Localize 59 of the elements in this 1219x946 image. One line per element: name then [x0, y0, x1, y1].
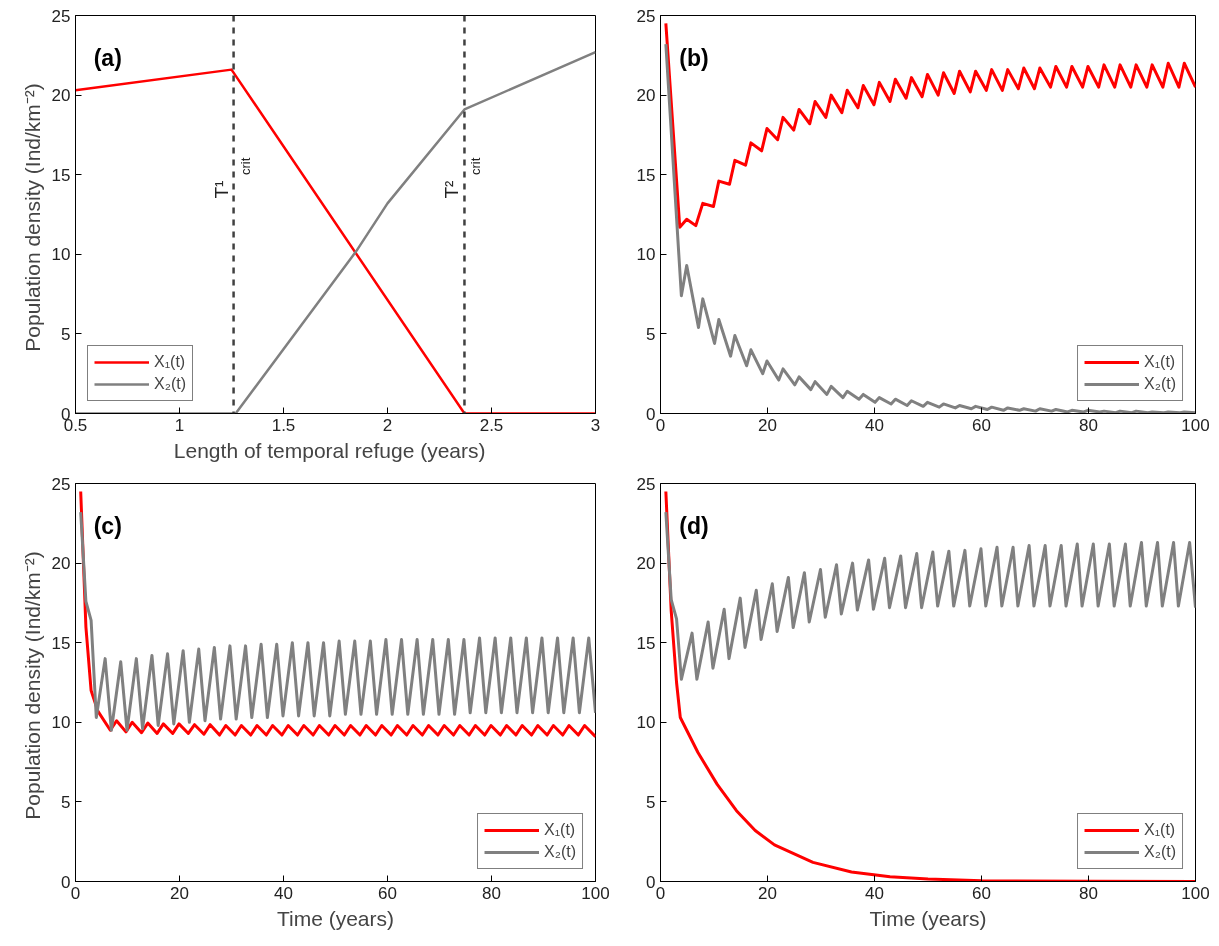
- x-tick-label: 80: [1079, 883, 1098, 903]
- y-tick-label: 20: [636, 86, 656, 106]
- x-tick-label: 2.5: [479, 415, 504, 435]
- y-tick-label: 5: [646, 324, 656, 344]
- x-tick-label: 60: [972, 415, 991, 435]
- legend-label: X₂(t): [154, 375, 186, 393]
- y-tick-label: 25: [51, 474, 71, 494]
- y-tick-label: 15: [51, 633, 71, 653]
- x-tick-label: 100: [581, 883, 610, 903]
- y-tick-label: 25: [636, 474, 656, 494]
- ref-line-label: T¹crit: [210, 157, 253, 199]
- x-tick-label: 3: [590, 415, 601, 435]
- x-tick-label: 20: [758, 883, 777, 903]
- y-tick-label: 25: [51, 6, 71, 26]
- x-tick-label: 20: [758, 415, 777, 435]
- legend-label: X₁(t): [1144, 353, 1176, 371]
- y-tick-label: 5: [646, 792, 656, 812]
- y-tick-label: 20: [51, 86, 71, 106]
- y-tick-label: 10: [636, 245, 656, 265]
- y-tick-label: 25: [636, 6, 656, 26]
- annotation: (b): [679, 45, 709, 72]
- annotation: (c): [93, 513, 122, 540]
- x-tick-label: 40: [865, 415, 884, 435]
- x-tick-label: 80: [1079, 415, 1098, 435]
- annotation: (a): [93, 45, 122, 72]
- x-tick-label: 80: [482, 883, 501, 903]
- y-tick-label: 20: [51, 554, 71, 574]
- x-axis-title: Time (years): [276, 906, 395, 930]
- legend-label: X₂(t): [544, 843, 576, 861]
- x-tick-label: 60: [972, 883, 991, 903]
- legend-label: X₁(t): [544, 821, 576, 839]
- x-tick-label: 1.5: [271, 415, 296, 435]
- x-tick-label: 100: [1181, 883, 1210, 903]
- x-tick-label: 40: [274, 883, 293, 903]
- x-tick-label: 2: [382, 415, 393, 435]
- x-axis-title: Length of temporal refuge (years): [173, 438, 486, 462]
- x-tick-label: 20: [170, 883, 189, 903]
- y-axis-title: Population density (Ind/km⁻²): [20, 551, 44, 820]
- y-tick-label: 5: [61, 792, 71, 812]
- ref-line-label: T²crit: [441, 157, 484, 199]
- legend-label: X₂(t): [1144, 375, 1176, 393]
- legend-label: X₂(t): [1144, 843, 1176, 861]
- y-tick-label: 10: [51, 245, 71, 265]
- x-tick-label: 60: [378, 883, 397, 903]
- y-tick-label: 15: [51, 165, 71, 185]
- y-tick-label: 10: [51, 713, 71, 733]
- legend-label: X₁(t): [1144, 821, 1176, 839]
- annotation: (d): [679, 513, 709, 540]
- x-tick-label: 1: [174, 415, 185, 435]
- x-tick-label: 100: [1181, 415, 1210, 435]
- y-tick-label: 15: [636, 165, 656, 185]
- y-axis-title: Population density (Ind/km⁻²): [20, 83, 44, 352]
- x-tick-label: 40: [865, 883, 884, 903]
- y-tick-label: 5: [61, 324, 71, 344]
- y-tick-label: 10: [636, 713, 656, 733]
- legend-label: X₁(t): [154, 353, 186, 371]
- y-tick-label: 15: [636, 633, 656, 653]
- y-tick-label: 20: [636, 554, 656, 574]
- x-axis-title: Time (years): [869, 906, 987, 930]
